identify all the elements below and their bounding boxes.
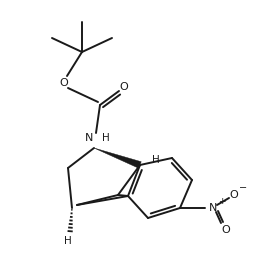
Text: O: O	[222, 225, 230, 235]
Text: N: N	[85, 133, 93, 143]
Text: O: O	[230, 190, 238, 200]
Text: H: H	[152, 155, 160, 165]
Text: −: −	[239, 183, 247, 193]
Text: N: N	[209, 203, 217, 213]
Text: H: H	[64, 236, 72, 246]
Polygon shape	[94, 148, 141, 168]
Text: O: O	[120, 82, 128, 92]
Text: O: O	[60, 78, 68, 88]
Text: H: H	[102, 133, 110, 143]
Text: +: +	[218, 197, 226, 205]
